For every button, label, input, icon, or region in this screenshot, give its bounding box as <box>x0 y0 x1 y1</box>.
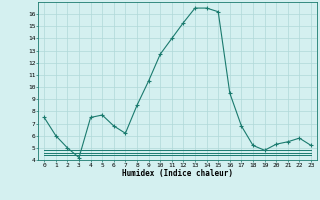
X-axis label: Humidex (Indice chaleur): Humidex (Indice chaleur) <box>122 169 233 178</box>
